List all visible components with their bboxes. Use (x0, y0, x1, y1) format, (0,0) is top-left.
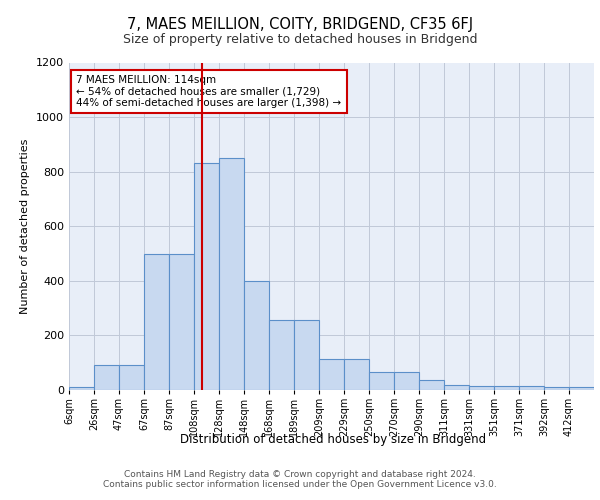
Bar (544, 388, 569, 390)
Bar (94, 366, 119, 390)
Bar (169, 254, 194, 390)
Bar (194, 164, 219, 390)
Y-axis label: Number of detached properties: Number of detached properties (20, 138, 31, 314)
Bar (369, 372, 394, 390)
Bar (119, 366, 144, 390)
Bar (394, 372, 419, 390)
Bar (344, 358, 369, 390)
Bar (494, 386, 519, 390)
Bar (219, 158, 244, 390)
Bar (69, 388, 94, 390)
Bar (519, 386, 544, 390)
Bar (244, 281, 269, 390)
Bar (469, 386, 494, 390)
Text: Contains HM Land Registry data © Crown copyright and database right 2024.
Contai: Contains HM Land Registry data © Crown c… (103, 470, 497, 489)
Bar (569, 388, 594, 390)
Bar (444, 384, 469, 390)
Text: 7 MAES MEILLION: 114sqm
← 54% of detached houses are smaller (1,729)
44% of semi: 7 MAES MEILLION: 114sqm ← 54% of detache… (77, 75, 341, 108)
Text: Size of property relative to detached houses in Bridgend: Size of property relative to detached ho… (123, 32, 477, 46)
Bar (419, 380, 444, 390)
Bar (144, 254, 169, 390)
Bar (319, 358, 344, 390)
Bar (294, 320, 319, 390)
Text: 7, MAES MEILLION, COITY, BRIDGEND, CF35 6FJ: 7, MAES MEILLION, COITY, BRIDGEND, CF35 … (127, 18, 473, 32)
Text: Distribution of detached houses by size in Bridgend: Distribution of detached houses by size … (180, 432, 486, 446)
Bar (269, 320, 294, 390)
